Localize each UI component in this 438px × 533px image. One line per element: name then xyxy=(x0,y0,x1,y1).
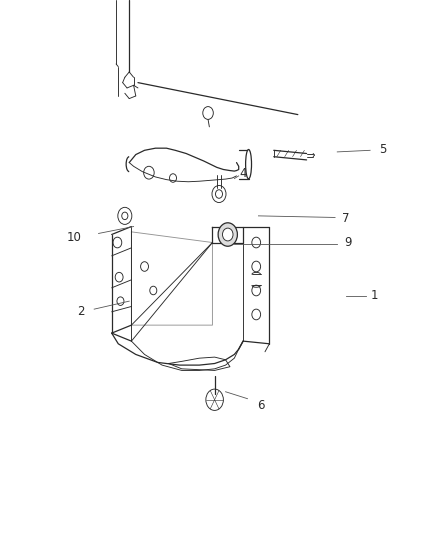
Ellipse shape xyxy=(246,150,251,179)
Text: 9: 9 xyxy=(344,236,352,249)
Text: 7: 7 xyxy=(342,212,350,225)
Circle shape xyxy=(223,228,233,241)
Text: 1: 1 xyxy=(371,289,378,302)
Text: 10: 10 xyxy=(67,231,82,244)
Text: 4: 4 xyxy=(239,167,247,180)
Text: 5: 5 xyxy=(380,143,387,156)
Circle shape xyxy=(218,223,237,246)
Text: 6: 6 xyxy=(257,399,265,411)
Text: 2: 2 xyxy=(77,305,85,318)
